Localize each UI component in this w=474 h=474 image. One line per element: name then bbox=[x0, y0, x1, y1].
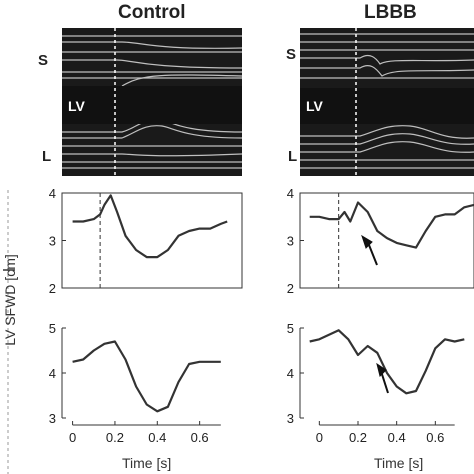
arrow-head bbox=[376, 362, 387, 377]
lv-label-control: LV bbox=[68, 98, 85, 114]
series-line bbox=[309, 201, 474, 249]
panel-frame bbox=[299, 192, 474, 289]
lbbb-title: LBBB bbox=[364, 2, 417, 23]
y-axis-label: LV SFWD [cm] bbox=[2, 254, 18, 346]
x-tick-label: 0.4 bbox=[148, 430, 166, 445]
x-axis-label-lbbb: Time [s] bbox=[374, 455, 424, 471]
series-line bbox=[309, 329, 465, 395]
y-tick-label: 2 bbox=[287, 281, 294, 296]
x-tick-label: 0.2 bbox=[106, 430, 124, 445]
y-tick-label: 4 bbox=[287, 186, 294, 201]
septum-label-lbbb: S bbox=[286, 46, 297, 63]
x-tick-label: 0 bbox=[69, 430, 76, 445]
x-tick-label: 0.2 bbox=[349, 430, 367, 445]
x-tick-label: 0 bbox=[316, 430, 323, 445]
y-tick-label: 3 bbox=[49, 411, 56, 426]
y-tick-label: 3 bbox=[49, 234, 56, 249]
x-tick-label: 0.6 bbox=[426, 430, 444, 445]
series-line bbox=[72, 340, 221, 413]
y-tick-label: 2 bbox=[49, 281, 56, 296]
mmode-image-lbbb bbox=[300, 28, 474, 176]
y-tick-label: 3 bbox=[287, 234, 294, 249]
x-tick-label: 0.4 bbox=[388, 430, 406, 445]
septum-label-control: S bbox=[38, 52, 49, 69]
y-tick-label: 4 bbox=[49, 366, 56, 381]
lateral-label-control: L bbox=[42, 148, 52, 165]
arrow-head bbox=[361, 234, 373, 249]
panel-frame bbox=[61, 192, 243, 289]
y-tick-label: 4 bbox=[287, 366, 294, 381]
y-tick-label: 5 bbox=[287, 321, 294, 336]
x-tick-label: 0.6 bbox=[191, 430, 209, 445]
mmode-image-control bbox=[62, 28, 242, 176]
lv-label-lbbb: LV bbox=[306, 98, 323, 114]
control-title: Control bbox=[118, 2, 186, 23]
series-line bbox=[72, 194, 228, 259]
y-tick-label: 3 bbox=[287, 411, 294, 426]
lateral-label-lbbb: L bbox=[288, 148, 298, 165]
y-tick-label: 5 bbox=[49, 321, 56, 336]
y-tick-label: 4 bbox=[49, 186, 56, 201]
x-axis-label-control: Time [s] bbox=[122, 455, 172, 471]
